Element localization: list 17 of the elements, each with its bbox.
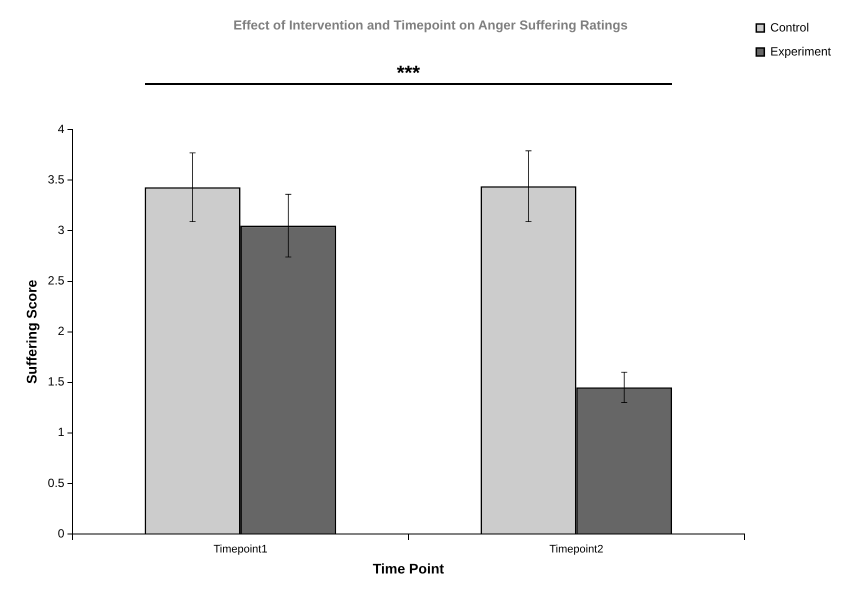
text: *** bbox=[396, 62, 420, 85]
y-tick-label: 0.5 bbox=[48, 476, 65, 490]
y-axis-title: Suffering Score bbox=[23, 279, 40, 384]
y-tick-label: 1.5 bbox=[48, 374, 65, 389]
legend-label: Control bbox=[770, 20, 809, 34]
x-axis-title: Time Point bbox=[372, 560, 444, 576]
legend-label: Experiment bbox=[770, 44, 832, 58]
x-tick-label: Timepoint2 bbox=[549, 544, 604, 556]
y-tick-label: 1 bbox=[58, 425, 65, 440]
y-tick-label: 2 bbox=[58, 324, 65, 338]
y-tick-label: 2.5 bbox=[48, 274, 65, 288]
y-tick-label: 3 bbox=[58, 223, 65, 238]
y-tick-label: 0 bbox=[58, 526, 65, 540]
x-tick-label: Timepoint1 bbox=[213, 544, 268, 556]
chart-title: Effect of Intervention and Timepoint on Anger Suffering Ratings bbox=[233, 17, 628, 32]
y-tick-label: 4 bbox=[58, 122, 65, 136]
y-tick-label: 3.5 bbox=[48, 172, 65, 186]
